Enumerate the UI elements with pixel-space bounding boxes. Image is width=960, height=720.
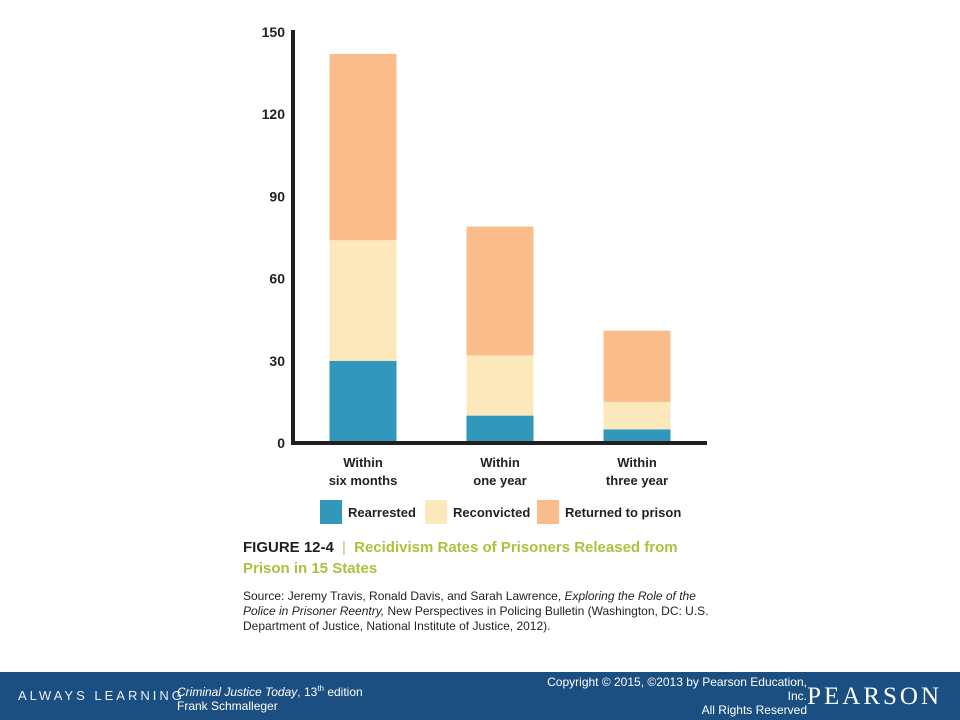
edition-separator: , <box>297 685 304 699</box>
copyright-line-3: All Rights Reserved <box>701 703 807 717</box>
x-category-line: Within <box>343 455 383 470</box>
x-category-label-3: Within three year <box>606 455 668 488</box>
source-title: Exploring the Role of the Police in Pris… <box>243 589 696 618</box>
figure-number: FIGURE 12-4 <box>243 539 334 556</box>
edition-number: 13 <box>303 685 318 699</box>
bar-reconvicted-3 <box>603 401 671 430</box>
x-category-label-1: Within six months <box>329 455 398 488</box>
y-tick-label-60: 60 <box>269 271 285 287</box>
bars-group <box>329 53 671 443</box>
y-tick-label-90: 90 <box>269 188 285 204</box>
legend-item-rearrested: Rearrested <box>320 499 416 525</box>
legend-item-reconvicted: Reconvicted <box>425 499 530 525</box>
copyright-line-2: Inc. <box>787 689 807 703</box>
x-category-line: Within <box>480 455 520 470</box>
book-info: Criminal Justice Today, 13th edition Fra… <box>177 682 363 713</box>
always-learning-tagline: ALWAYS LEARNING <box>18 688 185 703</box>
figure-source: Source: Jeremy Travis, Ronald Davis, and… <box>243 589 713 634</box>
copyright-line-1: Copyright © 2015, ©2013 by Pearson Educa… <box>547 675 807 689</box>
legend-swatch-reconvicted <box>425 500 447 524</box>
book-title: Criminal Justice Today <box>177 685 298 699</box>
bar-rearrested-2 <box>466 415 534 443</box>
x-category-line: three year <box>606 473 668 488</box>
bar-reconvicted-2 <box>466 355 534 416</box>
x-category-line: one year <box>473 473 526 488</box>
legend-swatch-rearrested <box>320 500 342 524</box>
figure-title: Recidivism Rates of Prisoners Released f… <box>243 539 678 577</box>
bar-returned-to-prison-1 <box>329 53 397 241</box>
legend-label-returned-to-prison: Returned to prison <box>565 504 682 520</box>
legend-label-reconvicted: Reconvicted <box>453 504 531 520</box>
y-tick-label-120: 120 <box>262 106 286 122</box>
bar-rearrested-1 <box>329 360 397 443</box>
x-category-line: six months <box>329 473 398 488</box>
pearson-logo: PEARSON <box>807 683 942 710</box>
recidivism-chart: 0 30 60 90 120 150 Within six months Within one … <box>262 24 707 488</box>
y-tick-labels: 0 30 60 90 120 150 <box>262 24 286 451</box>
legend-item-returned-to-prison: Returned to prison <box>537 499 681 525</box>
book-author: Frank Schmalleger <box>177 699 278 713</box>
legend-label-rearrested: Rearrested <box>348 504 416 520</box>
bar-rearrested-3 <box>603 429 671 443</box>
figure-caption: FIGURE 12-4 | Recidivism Rates of Prison… <box>243 537 713 634</box>
x-category-line: Within <box>617 455 657 470</box>
copyright-notice: Copyright © 2015, ©2013 by Pearson Educa… <box>477 675 807 717</box>
x-category-label-2: Within one year <box>473 455 526 488</box>
legend-swatch-returned-to-prison <box>537 500 559 524</box>
y-tick-label-150: 150 <box>262 24 286 40</box>
bar-returned-to-prison-2 <box>466 226 534 356</box>
edition-suffix: th <box>317 684 324 693</box>
source-prefix: Source: Jeremy Travis, Ronald Davis, and… <box>243 589 565 603</box>
bar-reconvicted-1 <box>329 240 397 361</box>
footer-bar: ALWAYS LEARNING Criminal Justice Today, … <box>0 672 960 720</box>
y-tick-label-0: 0 <box>277 435 285 451</box>
figure-title-block: FIGURE 12-4 | Recidivism Rates of Prison… <box>243 537 713 579</box>
bar-returned-to-prison-3 <box>603 330 671 402</box>
x-category-labels: Within six months Within one year Within thre… <box>329 455 668 488</box>
source-suffix: New Perspectives in Policing Bulletin (W… <box>243 604 709 633</box>
figure-separator: | <box>342 539 346 556</box>
y-tick-label-30: 30 <box>269 353 285 369</box>
edition-word: edition <box>323 685 363 699</box>
